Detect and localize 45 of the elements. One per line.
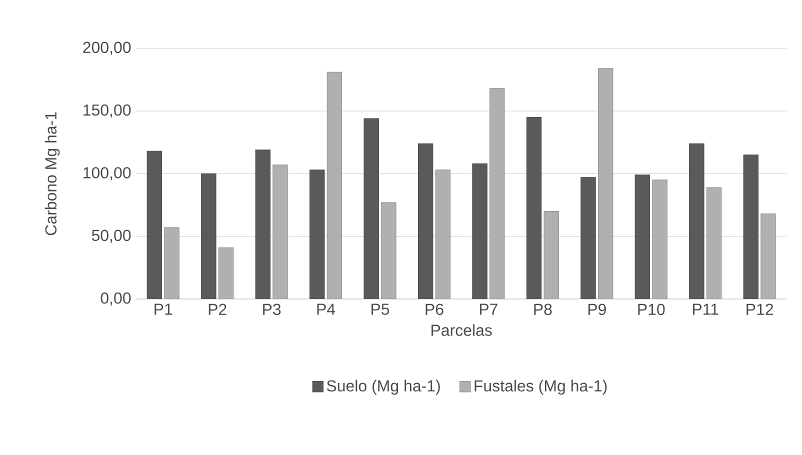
bar xyxy=(218,247,234,299)
bar xyxy=(689,143,704,299)
y-tick-label: 0,00 xyxy=(100,292,131,306)
x-tick-label: P1 xyxy=(154,304,172,315)
bar xyxy=(146,150,162,299)
bar xyxy=(435,170,450,299)
bar xyxy=(526,117,542,299)
x-tick-label: P7 xyxy=(480,304,498,315)
x-tick-label: P3 xyxy=(263,304,281,316)
bar xyxy=(472,163,488,299)
y-tick-label: 50,00 xyxy=(92,230,131,243)
bar xyxy=(760,214,776,299)
bar xyxy=(634,174,650,299)
bar xyxy=(544,211,559,299)
bar xyxy=(580,177,596,299)
bar xyxy=(598,68,614,299)
bar xyxy=(652,180,668,299)
x-axis-title: Parcelas xyxy=(432,324,492,336)
x-tick-label: P12 xyxy=(746,304,773,315)
x-tick-label: P5 xyxy=(372,304,390,315)
bar xyxy=(310,170,325,299)
y-tick-label: 150,00 xyxy=(84,104,131,118)
x-tick-label: P2 xyxy=(208,304,226,315)
bar xyxy=(326,72,342,299)
y-axis-title: Carbono Mg ha-1 xyxy=(44,112,60,236)
legend-label: Fustales (Mg ha-1) xyxy=(474,380,607,395)
bar xyxy=(272,164,288,299)
bar xyxy=(164,227,180,299)
bar xyxy=(490,88,505,299)
bar xyxy=(364,118,379,299)
bar xyxy=(743,154,758,299)
y-tick-label: 100,00 xyxy=(84,167,131,180)
x-tick-label: P4 xyxy=(317,304,336,315)
y-tick-label: 200,00 xyxy=(83,42,131,55)
bar xyxy=(706,187,722,299)
x-tick-label: P10 xyxy=(638,304,665,316)
x-tick-label: P6 xyxy=(426,304,444,316)
bar xyxy=(201,173,216,299)
bar xyxy=(255,150,270,299)
x-tick-label: P8 xyxy=(534,304,552,316)
bar xyxy=(418,143,434,299)
legend-label: Suelo (Mg ha-1) xyxy=(326,380,440,395)
bar xyxy=(381,202,396,299)
x-tick-label: P9 xyxy=(588,304,606,316)
x-tick-label: P11 xyxy=(693,304,718,315)
